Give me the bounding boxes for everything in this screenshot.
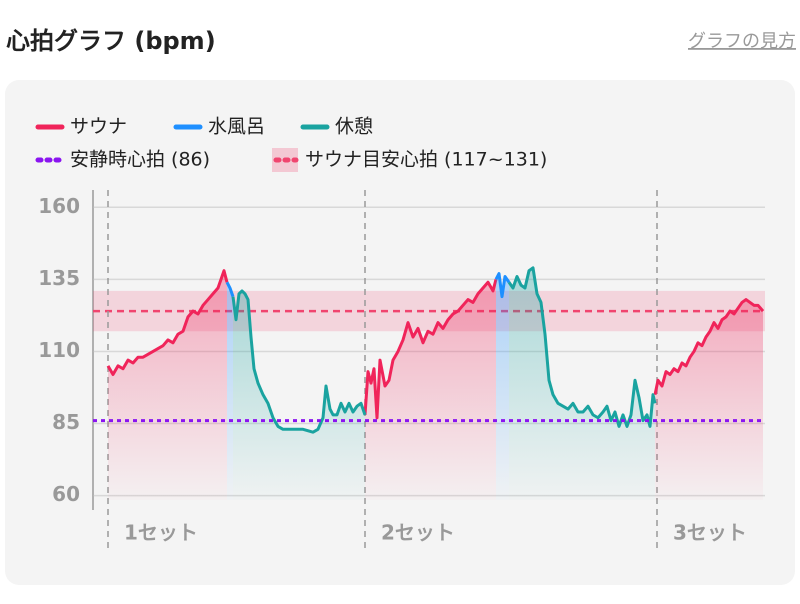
line xyxy=(363,278,498,420)
line xyxy=(106,269,229,377)
line xyxy=(507,266,657,428)
line xyxy=(225,281,235,298)
title: 心拍グラフ (bpm) xyxy=(6,27,216,55)
line xyxy=(231,289,367,434)
y-tick-label: 85 xyxy=(52,410,80,434)
set-label: 1セット xyxy=(124,521,198,545)
y-tick-label: 135 xyxy=(38,266,80,290)
set-label: 2セット xyxy=(381,521,455,545)
help-link[interactable]: グラフの見方 xyxy=(688,31,796,52)
legend-label: 休憩 xyxy=(335,116,373,138)
legend-label: 安静時心拍 (86) xyxy=(70,149,210,171)
area xyxy=(227,282,233,500)
y-tick-label: 60 xyxy=(52,482,80,506)
area xyxy=(365,279,496,500)
line xyxy=(494,272,511,299)
area xyxy=(509,267,655,500)
line xyxy=(653,298,765,395)
area xyxy=(655,299,763,500)
legend-label: 水風呂 xyxy=(208,116,265,138)
y-tick-label: 160 xyxy=(38,194,80,218)
area xyxy=(496,273,509,500)
set-label: 3セット xyxy=(673,521,747,545)
legend-label: サウナ xyxy=(70,116,127,138)
y-tick-label: 110 xyxy=(38,338,80,362)
legend-label: サウナ目安心拍 (117~131) xyxy=(305,149,547,171)
area xyxy=(108,270,227,500)
area xyxy=(233,290,365,500)
